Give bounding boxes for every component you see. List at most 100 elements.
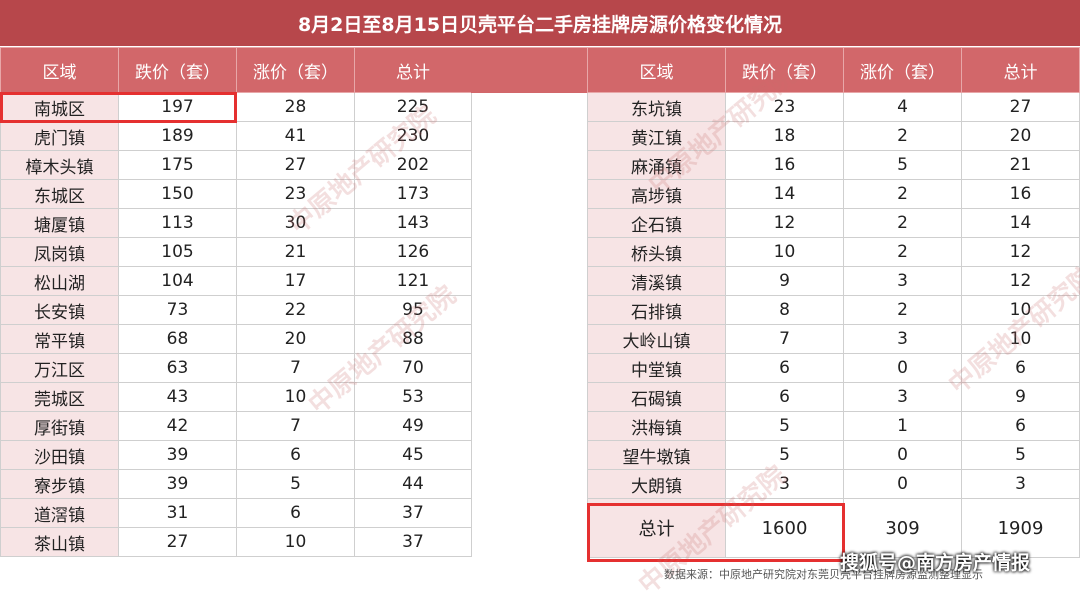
middle-header-fill xyxy=(471,47,587,93)
region-cell: 常平镇 xyxy=(0,324,119,354)
grand-total-cell: 1909 xyxy=(961,498,1080,558)
header-price-up: 涨价（套） xyxy=(843,47,962,93)
table-row: 常平镇 68 20 88 xyxy=(0,324,472,354)
price-down-cell: 10 xyxy=(725,237,844,267)
header-region: 区域 xyxy=(0,47,119,93)
region-cell: 望牛墩镇 xyxy=(587,440,726,470)
right-table: 区域 跌价（套） 涨价（套） 总计 东坑镇 23 4 27 黄江镇 18 2 20 麻涌镇 16 5… xyxy=(587,47,1080,558)
table-row: 凤岗镇 105 21 126 xyxy=(0,237,472,267)
price-down-cell: 31 xyxy=(118,498,237,528)
price-up-cell: 2 xyxy=(843,179,962,209)
price-down-cell: 23 xyxy=(725,92,844,122)
table-row: 东坑镇 23 4 27 xyxy=(587,92,1080,122)
total-cell: 16 xyxy=(961,179,1080,209)
table-row: 黄江镇 18 2 20 xyxy=(587,121,1080,151)
total-cell: 12 xyxy=(961,237,1080,267)
price-down-cell: 6 xyxy=(725,353,844,383)
region-cell: 东城区 xyxy=(0,179,119,209)
total-cell: 44 xyxy=(354,469,472,499)
region-cell: 松山湖 xyxy=(0,266,119,296)
total-cell: 49 xyxy=(354,411,472,441)
region-cell: 凤岗镇 xyxy=(0,237,119,267)
publisher-logo: 搜狐号@南方房产情报 xyxy=(840,552,1031,574)
table-row: 南城区 197 28 225 xyxy=(0,92,472,122)
total-price-down-cell: 1600 xyxy=(725,498,844,558)
total-cell: 88 xyxy=(354,324,472,354)
price-up-cell: 0 xyxy=(843,353,962,383)
price-up-cell: 2 xyxy=(843,208,962,238)
price-down-cell: 63 xyxy=(118,353,237,383)
table-row: 松山湖 104 17 121 xyxy=(0,266,472,296)
price-down-cell: 197 xyxy=(118,92,237,122)
table-row: 莞城区 43 10 53 xyxy=(0,382,472,412)
price-up-cell: 6 xyxy=(236,440,355,470)
header-total: 总计 xyxy=(354,47,472,93)
total-cell: 20 xyxy=(961,121,1080,151)
source-note: 数据来源：中原地产研究院对东莞贝壳平台挂牌房源监测整理显示 xyxy=(664,568,983,581)
table-row: 寮步镇 39 5 44 xyxy=(0,469,472,499)
total-cell: 10 xyxy=(961,324,1080,354)
total-cell: 14 xyxy=(961,208,1080,238)
table-row: 石排镇 8 2 10 xyxy=(587,295,1080,325)
price-down-cell: 7 xyxy=(725,324,844,354)
total-cell: 53 xyxy=(354,382,472,412)
region-cell: 寮步镇 xyxy=(0,469,119,499)
price-up-cell: 0 xyxy=(843,469,962,499)
total-cell: 9 xyxy=(961,382,1080,412)
price-up-cell: 3 xyxy=(843,266,962,296)
price-up-cell: 41 xyxy=(236,121,355,151)
price-down-cell: 150 xyxy=(118,179,237,209)
total-cell: 10 xyxy=(961,295,1080,325)
region-cell: 黄江镇 xyxy=(587,121,726,151)
left-header-row: 区域 跌价（套） 涨价（套） 总计 xyxy=(0,47,472,93)
total-cell: 21 xyxy=(961,150,1080,180)
price-up-cell: 0 xyxy=(843,440,962,470)
region-cell: 石碣镇 xyxy=(587,382,726,412)
price-up-cell: 17 xyxy=(236,266,355,296)
region-cell: 厚街镇 xyxy=(0,411,119,441)
table-row: 洪梅镇 5 1 6 xyxy=(587,411,1080,441)
region-cell: 高埗镇 xyxy=(587,179,726,209)
table-row: 厚街镇 42 7 49 xyxy=(0,411,472,441)
region-cell: 万江区 xyxy=(0,353,119,383)
price-up-cell: 7 xyxy=(236,353,355,383)
header-total: 总计 xyxy=(961,47,1080,93)
right-header-row: 区域 跌价（套） 涨价（套） 总计 xyxy=(587,47,1080,93)
price-down-cell: 175 xyxy=(118,150,237,180)
table-row: 麻涌镇 16 5 21 xyxy=(587,150,1080,180)
table-row: 企石镇 12 2 14 xyxy=(587,208,1080,238)
region-cell: 东坑镇 xyxy=(587,92,726,122)
left-table-body: 南城区 197 28 225 虎门镇 189 41 230 樟木头镇 175 27 202 东城区 150… xyxy=(0,92,472,557)
price-up-cell: 30 xyxy=(236,208,355,238)
table-row: 桥头镇 10 2 12 xyxy=(587,237,1080,267)
price-up-cell: 2 xyxy=(843,237,962,267)
price-down-cell: 9 xyxy=(725,266,844,296)
price-up-cell: 20 xyxy=(236,324,355,354)
price-up-cell: 2 xyxy=(843,121,962,151)
price-down-cell: 3 xyxy=(725,469,844,499)
price-up-cell: 5 xyxy=(236,469,355,499)
total-cell: 230 xyxy=(354,121,472,151)
price-down-cell: 43 xyxy=(118,382,237,412)
total-cell: 37 xyxy=(354,527,472,557)
region-cell: 长安镇 xyxy=(0,295,119,325)
header-region: 区域 xyxy=(587,47,726,93)
region-cell: 南城区 xyxy=(0,92,119,122)
total-cell: 3 xyxy=(961,469,1080,499)
price-up-cell: 10 xyxy=(236,382,355,412)
table-row: 望牛墩镇 5 0 5 xyxy=(587,440,1080,470)
region-cell: 中堂镇 xyxy=(587,353,726,383)
table-row: 道滘镇 31 6 37 xyxy=(0,498,472,528)
price-down-cell: 73 xyxy=(118,295,237,325)
region-cell: 麻涌镇 xyxy=(587,150,726,180)
region-cell: 洪梅镇 xyxy=(587,411,726,441)
table-row: 中堂镇 6 0 6 xyxy=(587,353,1080,383)
total-cell: 121 xyxy=(354,266,472,296)
table-row: 大岭山镇 7 3 10 xyxy=(587,324,1080,354)
total-cell: 202 xyxy=(354,150,472,180)
region-cell: 大岭山镇 xyxy=(587,324,726,354)
price-up-cell: 22 xyxy=(236,295,355,325)
total-cell: 45 xyxy=(354,440,472,470)
total-cell: 6 xyxy=(961,411,1080,441)
